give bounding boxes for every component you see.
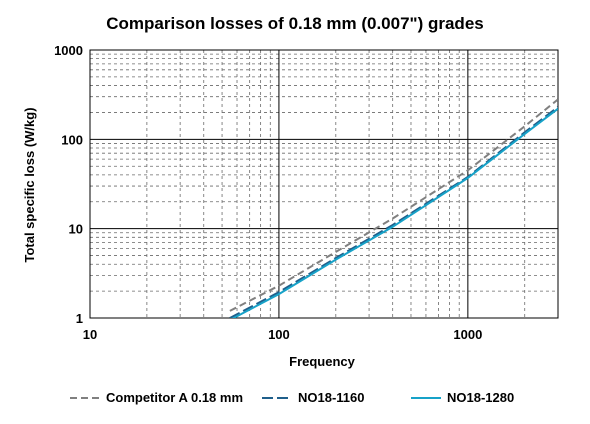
legend-label-1: Competitor A 0.18 mm bbox=[106, 390, 243, 405]
series-layer bbox=[229, 98, 558, 318]
x-axis-title: Frequency bbox=[289, 354, 356, 369]
y-axis-title: Total specific loss (W/kg) bbox=[22, 107, 37, 262]
legend: Competitor A 0.18 mm NO18-1160 NO18-1280 bbox=[70, 390, 514, 405]
series-line-3 bbox=[231, 107, 558, 318]
plot-frame bbox=[89, 49, 559, 319]
x-tick-label: 1000 bbox=[453, 327, 482, 342]
y-tick-label: 100 bbox=[61, 132, 83, 147]
x-tick-label: 100 bbox=[268, 327, 290, 342]
series-line-1 bbox=[229, 98, 558, 312]
y-tick-label: 1000 bbox=[54, 43, 83, 58]
legend-label-2: NO18-1160 bbox=[298, 390, 365, 405]
y-tick-label: 10 bbox=[69, 222, 83, 237]
x-tick-label: 10 bbox=[83, 327, 97, 342]
chart-title: Comparison losses of 0.18 mm (0.007") gr… bbox=[106, 14, 483, 33]
grid-layer bbox=[89, 49, 559, 319]
series-line-2 bbox=[229, 106, 558, 318]
y-tick-label: 1 bbox=[76, 311, 83, 326]
legend-label-3: NO18-1280 bbox=[447, 390, 514, 405]
